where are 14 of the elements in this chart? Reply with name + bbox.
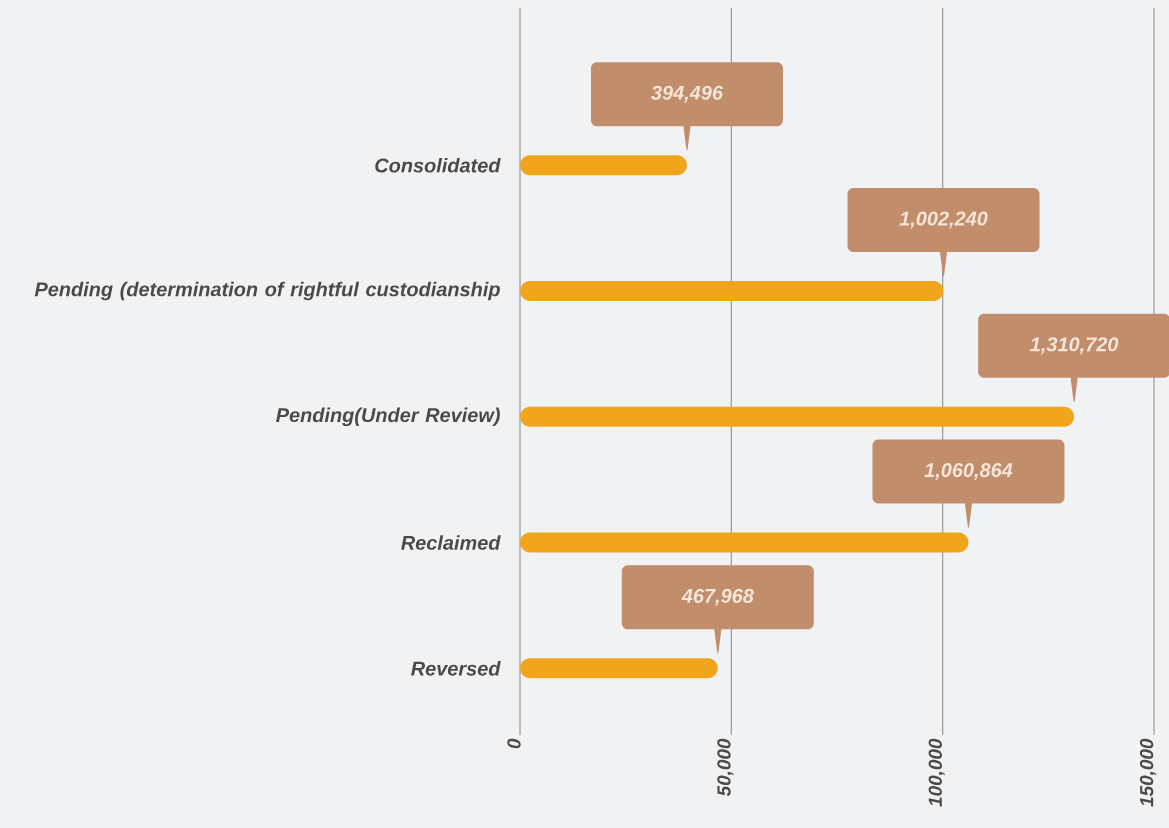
x-tick-label: 150,000 <box>1139 738 1157 807</box>
annotation: 1,002,240 <box>899 211 988 229</box>
y-tick-label: Pending (determination of rightful custodianship <box>34 281 500 301</box>
y-tick-label: Reversed <box>411 661 501 676</box>
annotation: 1,310,720 <box>1030 337 1119 355</box>
annotation: 1,060,864 <box>924 463 1013 481</box>
y-tick-label: Consolidated <box>375 157 501 173</box>
annotation: 467,968 <box>681 588 754 606</box>
x-tick-label: 100,000 <box>928 738 945 807</box>
annotation: 394,496 <box>651 85 724 103</box>
y-tick-label: Pending(Under Review) <box>276 407 500 427</box>
y-tick-label: Reclaimed <box>401 535 501 550</box>
x-tick-label: 50,000 <box>717 738 734 797</box>
x-tick-label: 0 <box>507 738 521 749</box>
